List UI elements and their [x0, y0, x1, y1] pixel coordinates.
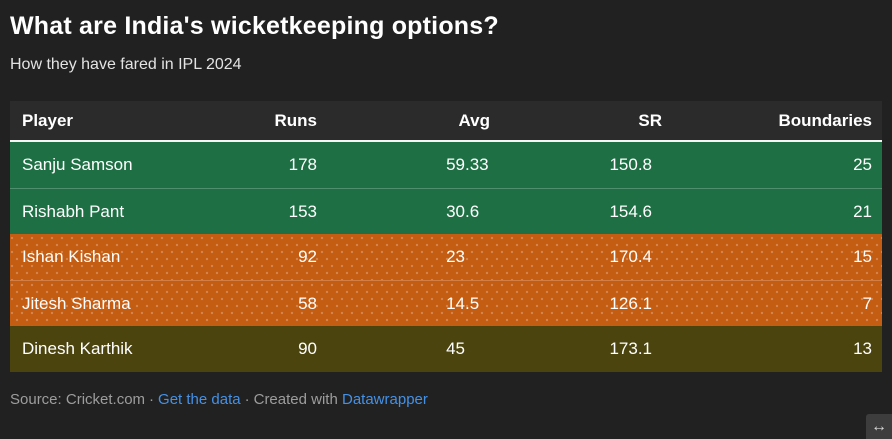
column-header-player: Player: [22, 110, 74, 130]
sr-value: 173.1: [609, 339, 652, 358]
get-the-data-link[interactable]: Get the data: [158, 391, 241, 408]
sr-value: 154.6: [609, 201, 652, 221]
boundaries-value: 25: [853, 155, 872, 174]
column-header-runs: Runs: [274, 110, 318, 130]
column-header-sr: SR: [638, 110, 662, 130]
boundaries-value: 21: [853, 201, 872, 221]
player-name: Sanju Samson: [22, 155, 133, 174]
player-name: Ishan Kishan: [22, 247, 121, 266]
column-header-avg: Avg: [458, 110, 491, 130]
created-with-label: Created with: [253, 391, 338, 408]
sr-value: 170.4: [609, 247, 652, 266]
boundaries-value: 7: [862, 293, 872, 313]
table-row-dinesh-karthik: Dinesh Karthik 90 45 173.1 13: [10, 326, 882, 372]
table-header-row: Player Runs Avg SR Boundaries: [10, 101, 882, 142]
runs-value: 90: [298, 339, 317, 358]
chart-subtitle: How they have fared in IPL 2024: [10, 56, 242, 73]
runs-value: 178: [288, 155, 317, 174]
table-row-jitesh-sharma: Jitesh Sharma 58 14.5 126.1 7: [10, 280, 882, 326]
avg-value: 59.33: [446, 155, 489, 174]
footer-separator: ·: [149, 391, 155, 408]
avg-value: 23: [446, 247, 465, 266]
runs-value: 58: [298, 293, 317, 313]
table-row-ishan-kishan: Ishan Kishan 92 23 170.4 15: [10, 234, 882, 280]
player-name: Rishabh Pant: [22, 201, 125, 221]
footer: Source: Cricket.com · Get the data · Created…: [10, 391, 882, 408]
player-name: Jitesh Sharma: [22, 293, 131, 313]
avg-value: 14.5: [446, 293, 480, 313]
avg-value: 45: [446, 339, 465, 358]
boundaries-value: 15: [853, 247, 872, 266]
sr-value: 126.1: [609, 293, 652, 313]
avg-value: 30.6: [446, 201, 480, 221]
table-row-rishabh-pant: Rishabh Pant 153 30.6 154.6 21: [10, 188, 882, 234]
footer-separator: ·: [244, 391, 250, 408]
sr-value: 150.8: [609, 155, 652, 174]
chart-title: What are India's wicketkeeping options?: [10, 12, 499, 40]
boundaries-value: 13: [853, 339, 872, 358]
runs-value: 92: [298, 247, 317, 266]
player-name: Dinesh Karthik: [22, 339, 133, 358]
datawrapper-link[interactable]: Datawrapper: [342, 391, 428, 408]
column-header-boundaries: Boundaries: [778, 110, 872, 130]
source-label: Source: Cricket.com: [10, 391, 146, 408]
stats-table: Player Runs Avg SR Boundaries Sanju Sams…: [10, 101, 882, 372]
runs-value: 153: [288, 201, 317, 221]
table-row-sanju-samson: Sanju Samson 178 59.33 150.8 25: [10, 142, 882, 188]
